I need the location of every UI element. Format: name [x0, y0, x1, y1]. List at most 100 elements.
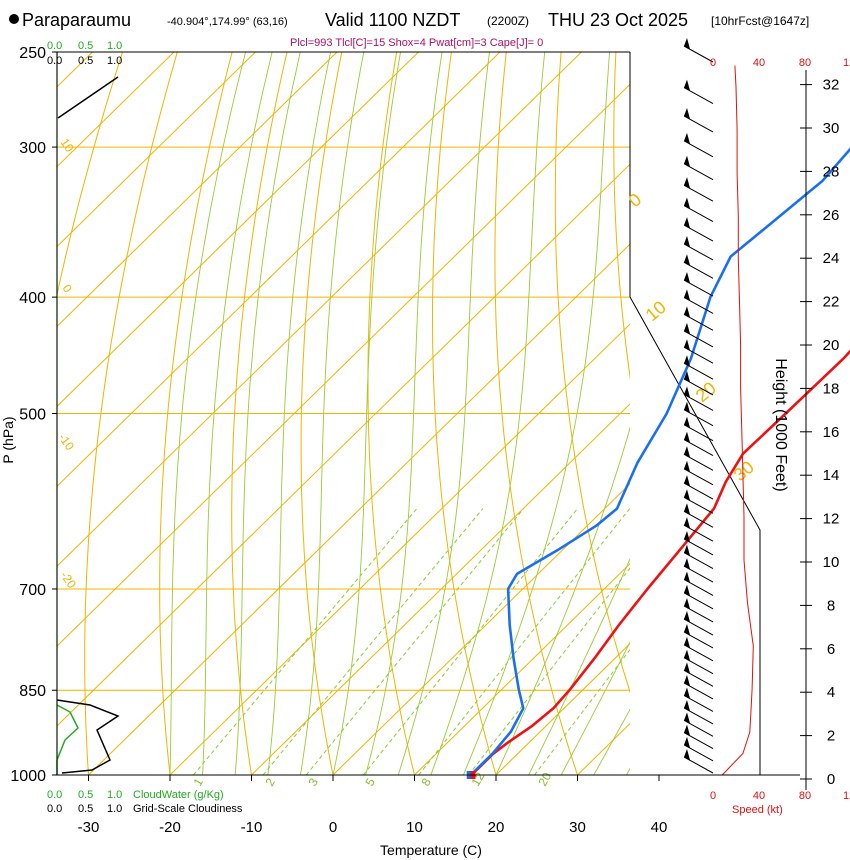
isotherm-line [57, 83, 630, 647]
dry-adiabat-line [834, 31, 850, 801]
wind-barb-staff [683, 592, 714, 610]
isotherm-line [57, 52, 419, 408]
wind-barb-staff [683, 378, 714, 396]
p-tick-label: 850 [19, 683, 46, 700]
isotherm-line [57, 52, 501, 487]
isotherm-line [495, 642, 630, 775]
wind-barb-flag [684, 155, 690, 167]
wind-barb-staff [683, 330, 714, 348]
wind-barb-staff [683, 579, 714, 596]
speed-profile [721, 65, 754, 776]
height-tick-label: 26 [823, 207, 840, 224]
wind-barb-staff [683, 657, 714, 675]
valid-zulu: (2200Z) [487, 14, 529, 28]
wind-barb-flag [684, 584, 690, 596]
wind-barb-staff [683, 552, 714, 570]
mixing-ratio-label: 2 [262, 775, 278, 788]
x-tick-label: -10 [241, 819, 263, 836]
cloudwater-top-label-1: 0.5 [78, 40, 93, 52]
wind-barb-flag [684, 416, 690, 428]
wind-barb-flag [684, 339, 690, 351]
p-tick-label: 700 [19, 582, 46, 599]
speed-top-label-0: 0 [710, 57, 716, 69]
height-tick-label: 12 [823, 511, 840, 528]
wind-barb-flag [684, 736, 690, 748]
wind-barb-staff [683, 243, 714, 261]
x-tick-label: 20 [488, 819, 505, 836]
mixing-ratio-line [193, 508, 418, 775]
height-tick-label: 18 [823, 380, 840, 397]
x-tick-label: 30 [569, 819, 586, 836]
wind-barb-flag [684, 517, 690, 529]
wind-barb-flag [684, 649, 690, 661]
mixing-ratio-label: 3 [305, 775, 321, 788]
wind-barb-flag [684, 475, 690, 487]
moist-adiabat-line [560, 641, 630, 775]
x-tick-label: 0 [329, 819, 337, 836]
dry-adiabat-line [780, 31, 850, 801]
wind-barb-staff [683, 538, 714, 556]
cloudiness-curve-top [57, 76, 119, 119]
isotherm-line [332, 483, 630, 775]
moist-adiabat-label: 20 [692, 378, 720, 406]
cloudiness-bottom-label-0: 0.0 [47, 803, 62, 815]
wind-barb-flag [684, 254, 690, 266]
mixing-ratio-label: 8 [418, 775, 434, 788]
wind-barb-staff [683, 719, 714, 737]
dry-adiabat-line [231, 52, 288, 775]
speed-top-label-1: 40 [753, 57, 765, 69]
wind-barb-staff [683, 669, 714, 687]
wind-barb-flag [684, 177, 690, 189]
cloudwater-legend: CloudWater (g/Kg) [133, 789, 224, 801]
wind-barb-staff [683, 605, 714, 623]
p-tick-label: 1000 [10, 768, 46, 785]
height-tick-label: 30 [823, 120, 840, 137]
wind-barb-flag [684, 674, 690, 686]
dry-adiabat-label: -10 [56, 431, 78, 454]
wind-barb-staff [683, 224, 714, 242]
station-name: Paraparaumu [22, 10, 131, 30]
x-axis-title: Temperature (C) [380, 842, 482, 858]
dry-adiabat-line [494, 52, 579, 775]
cloudwater-bottom-label-2: 1.0 [107, 789, 122, 801]
wind-barb-staff [683, 732, 714, 750]
temperature-profile [470, 349, 850, 776]
wind-barb-flag [684, 571, 690, 583]
moist-adiabat-line [462, 52, 611, 775]
wind-barb-staff [683, 682, 714, 700]
mixing-ratio-line [262, 508, 484, 775]
isotherm-line [57, 163, 630, 727]
wind-barb-staff [683, 184, 714, 202]
dry-adiabat-line [300, 52, 343, 775]
height-tick-label: 2 [827, 728, 835, 745]
cloudiness-top-label-2: 1.0 [107, 55, 122, 67]
height-tick-label: 32 [823, 77, 840, 94]
wind-barb-staff [683, 468, 714, 486]
cloudiness-legend: Grid-Scale Cloudiness [133, 803, 243, 815]
isotherm-line [57, 52, 582, 567]
wind-barb-flag [684, 431, 690, 443]
height-tick-label: 28 [823, 163, 840, 180]
moist-adiabat-line [299, 52, 365, 775]
valid-time: Valid 1100 NZDT [325, 10, 460, 30]
cloudwater-top-label-0: 0.0 [47, 40, 62, 52]
moist-adiabat-label: 10 [642, 297, 670, 325]
x-tick-label: 40 [651, 819, 668, 836]
isotherm-line [57, 52, 256, 248]
cloudwater-bottom-label-1: 0.5 [78, 789, 93, 801]
wind-barb-flag [684, 386, 690, 398]
wind-barb-flag [684, 530, 690, 542]
wind-barb-staff [683, 45, 714, 63]
wind-barb-flag [684, 322, 690, 334]
dry-adiabat-line [432, 52, 497, 775]
wind-barb-flag [684, 217, 690, 229]
dry-adiabat-label: 0 [60, 282, 75, 296]
isotherm-line [169, 323, 630, 775]
mixing-ratio-line [468, 567, 630, 775]
station-coords: -40.904°,174.99° (63,16) [167, 16, 288, 28]
p-tick-label: 300 [19, 140, 46, 157]
grid-clip [57, 31, 850, 801]
wind-barb-staff [683, 707, 714, 725]
cloudwater-bottom-label-0: 0.0 [47, 789, 62, 801]
dry-adiabat-line [613, 52, 630, 380]
